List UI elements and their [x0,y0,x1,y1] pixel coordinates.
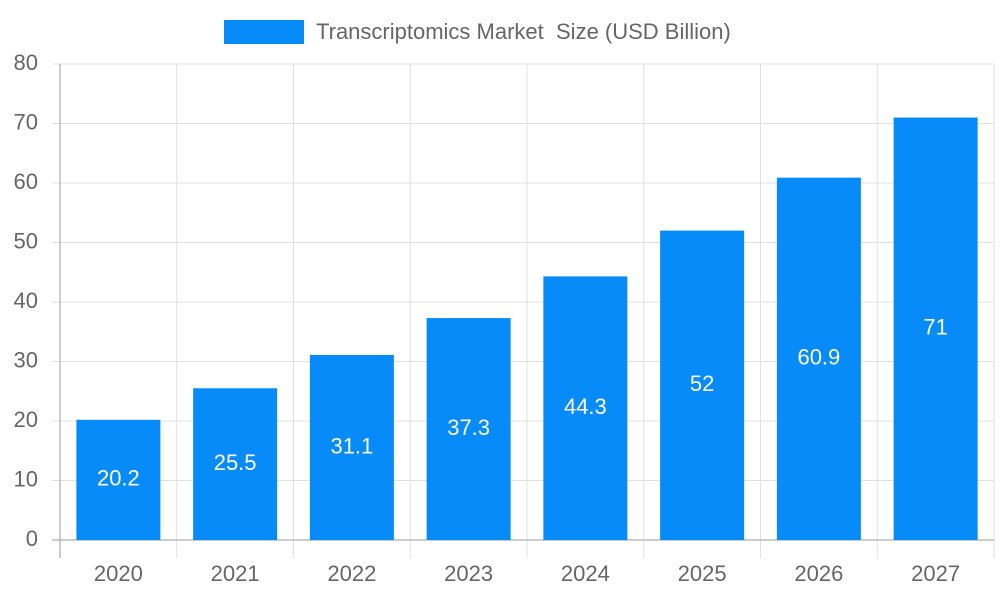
data-label: 60.9 [797,345,840,370]
bar [309,354,394,540]
bar [426,318,511,540]
legend-swatch [224,20,304,44]
bar [193,388,278,540]
data-label: 25.5 [214,450,257,475]
y-tick-label: 30 [14,347,38,372]
x-tick-label: 2021 [211,561,260,586]
y-tick-label: 60 [14,169,38,194]
y-tick-label: 50 [14,228,38,253]
x-tick-label: 2025 [678,561,727,586]
x-tick-label: 2023 [444,561,493,586]
bar [660,230,745,540]
y-tick-label: 20 [14,407,38,432]
x-tick-label: 2022 [327,561,376,586]
y-tick-label: 40 [14,288,38,313]
legend-label: Transcriptomics Market Size (USD Billion… [316,19,731,44]
x-tick-label: 2020 [94,561,143,586]
y-tick-label: 10 [14,466,38,491]
data-label: 44.3 [564,394,607,419]
y-tick-label: 0 [26,526,38,551]
bar [543,276,628,540]
y-tick-label: 80 [14,50,38,75]
data-label: 52 [690,371,714,396]
x-tick-label: 2026 [794,561,843,586]
x-tick-label: 2027 [911,561,960,586]
bar [76,419,161,540]
data-label: 20.2 [97,466,140,491]
bar [776,177,861,540]
y-tick-label: 70 [14,109,38,134]
x-tick-label: 2024 [561,561,610,586]
data-label: 37.3 [447,415,490,440]
data-label: 71 [923,315,947,340]
bar [893,117,978,541]
data-label: 31.1 [330,433,373,458]
